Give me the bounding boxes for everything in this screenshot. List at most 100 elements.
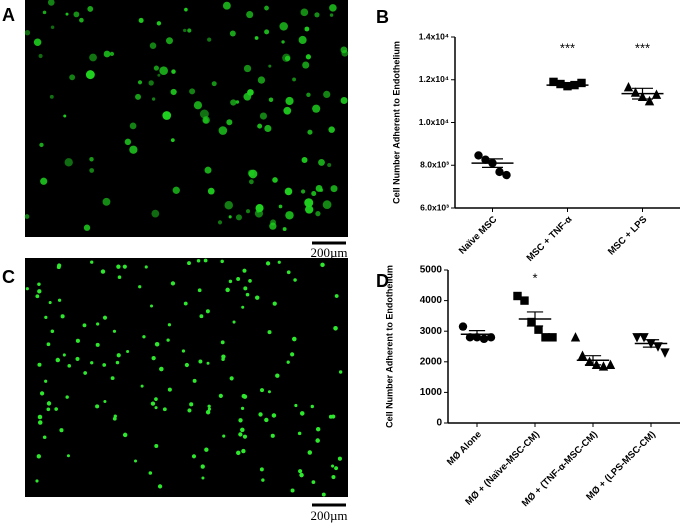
cell	[90, 361, 94, 365]
cell	[46, 407, 51, 412]
cell	[247, 169, 255, 177]
cell	[315, 438, 320, 443]
cell	[307, 450, 313, 455]
y-axis-label: Cell Number Adherent to Endothelium	[384, 265, 394, 428]
y-tick-label: 5000	[420, 265, 443, 276]
x-tick-label: MØ Alone	[445, 429, 484, 468]
cell	[183, 28, 187, 33]
cell	[124, 138, 132, 146]
x-tick-label: MSC + LPS	[606, 214, 649, 257]
cell	[229, 30, 236, 37]
cell	[240, 427, 245, 433]
cell	[268, 97, 274, 103]
cell	[200, 464, 205, 469]
cell	[129, 145, 138, 154]
cell	[170, 281, 176, 286]
data-point	[486, 333, 496, 342]
cell	[259, 467, 264, 472]
micrograph	[25, 258, 348, 497]
cell	[171, 69, 176, 74]
cell	[59, 428, 64, 433]
cell	[129, 122, 137, 130]
scale-label: 200µm	[310, 508, 347, 523]
cell	[87, 6, 94, 12]
cell	[265, 261, 271, 266]
cell	[321, 492, 326, 497]
cell	[47, 0, 55, 6]
cell	[241, 305, 245, 309]
cell	[63, 114, 67, 118]
cell	[329, 13, 334, 17]
cell	[39, 142, 44, 148]
cell	[264, 124, 272, 133]
data-point	[577, 350, 588, 360]
cell	[140, 384, 144, 388]
cell	[187, 408, 192, 413]
cell	[54, 407, 58, 411]
cell	[198, 359, 203, 364]
cell	[264, 5, 269, 11]
cell	[37, 289, 42, 294]
cell	[248, 279, 252, 283]
cell	[95, 342, 100, 347]
y-tick-label: 1.4x10⁴	[419, 31, 449, 41]
cell	[137, 80, 143, 85]
cell	[235, 100, 240, 104]
cell	[307, 129, 313, 135]
cell	[261, 478, 265, 482]
cell	[254, 209, 264, 218]
cell	[181, 349, 186, 353]
cell	[218, 393, 223, 398]
cell	[83, 371, 88, 375]
data-point	[474, 151, 483, 160]
cell	[304, 198, 314, 208]
cell	[311, 191, 317, 197]
panel-label: D	[376, 271, 389, 291]
cell	[243, 64, 252, 73]
cell	[109, 51, 115, 57]
data-point	[630, 87, 641, 97]
cell	[183, 301, 188, 306]
cell	[275, 373, 280, 378]
cell	[67, 364, 72, 368]
cell	[305, 54, 312, 60]
cell	[49, 94, 54, 99]
cell	[300, 189, 306, 194]
data-point	[639, 333, 649, 343]
panel-label: B	[376, 7, 389, 27]
cell	[241, 448, 246, 454]
cell	[285, 96, 294, 106]
cell	[207, 404, 211, 408]
cell	[240, 406, 245, 411]
cell	[320, 262, 325, 268]
cell	[245, 292, 250, 297]
cell	[201, 476, 205, 480]
cell	[282, 53, 291, 63]
error-bar	[642, 339, 660, 348]
cell	[264, 417, 269, 423]
cell	[232, 320, 236, 324]
cell	[260, 388, 265, 393]
cell	[89, 53, 97, 62]
cell	[290, 488, 295, 493]
cell	[283, 106, 292, 115]
cell	[50, 329, 55, 334]
cell	[157, 484, 163, 489]
cell	[112, 416, 117, 421]
cell	[65, 12, 69, 16]
cell	[267, 390, 271, 394]
cell	[238, 432, 243, 437]
cell	[39, 391, 45, 396]
cell	[236, 450, 241, 456]
cell	[42, 10, 47, 15]
cell	[113, 414, 117, 418]
cell	[103, 50, 111, 58]
cell	[228, 215, 232, 219]
cell	[246, 11, 254, 19]
data-point	[556, 79, 565, 89]
cell	[196, 258, 201, 263]
cell	[148, 471, 153, 475]
cell	[133, 459, 138, 463]
cell	[301, 157, 308, 164]
cell	[38, 53, 43, 59]
